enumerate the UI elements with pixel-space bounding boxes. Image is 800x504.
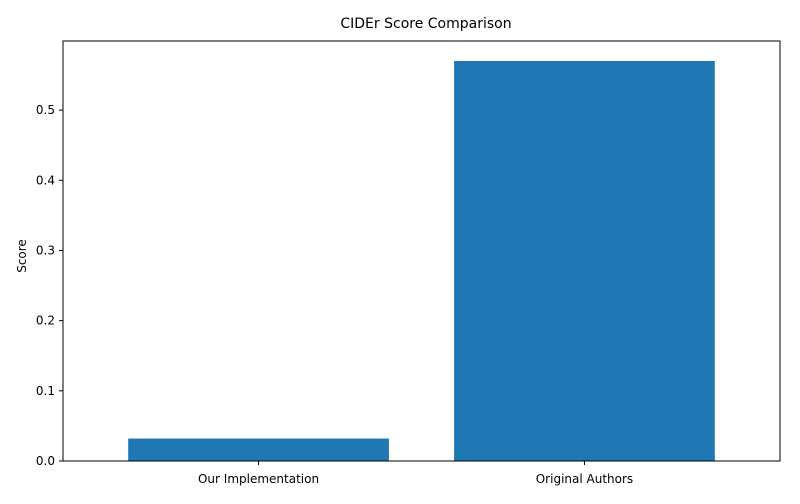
x-tick-label: Original Authors: [536, 472, 633, 486]
plot-frame: [62, 40, 781, 462]
y-axis-label: Score: [15, 239, 29, 273]
bars-group: [128, 61, 715, 461]
x-axis-ticks: Our Implementation Original Authors: [198, 461, 633, 486]
y-tick-label: 0.0: [36, 454, 55, 468]
y-tick-label: 0.3: [36, 243, 55, 257]
y-tick-label: 0.4: [36, 173, 55, 187]
y-axis-ticks: 0.0 0.1 0.2 0.3 0.4 0.5: [36, 103, 63, 468]
y-tick-label: 0.5: [36, 103, 55, 117]
y-tick-label: 0.2: [36, 314, 55, 328]
x-tick-label: Our Implementation: [198, 472, 319, 486]
bar: [128, 438, 389, 461]
bar: [454, 61, 715, 461]
y-tick-label: 0.1: [36, 384, 55, 398]
chart-title: CIDEr Score Comparison: [340, 16, 511, 32]
